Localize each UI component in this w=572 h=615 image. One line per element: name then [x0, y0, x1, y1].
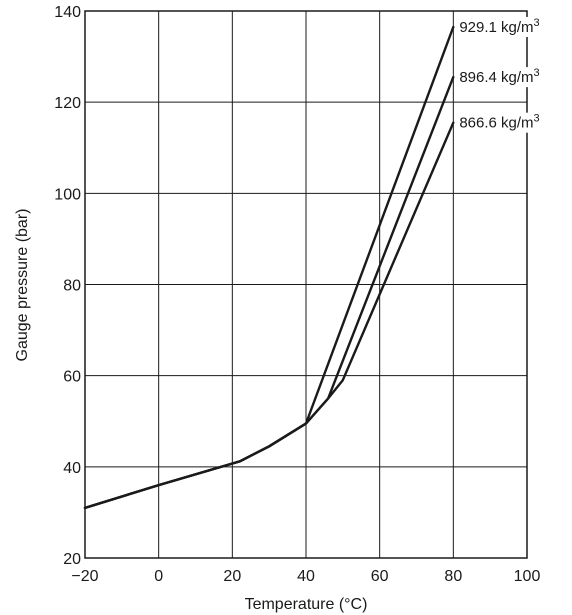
- y-tick-label: 80: [63, 278, 81, 295]
- series-label-layer: 929.1 kg/m3 896.4 kg/m3 866.6 kg/m3: [457, 16, 554, 133]
- series-label-1: 929.1 kg/m3: [459, 17, 539, 36]
- y-tick-label: 120: [54, 95, 81, 112]
- x-tick-label: −20: [71, 568, 98, 585]
- series-line-2: [83, 75, 455, 510]
- x-tick-label: 40: [297, 568, 315, 585]
- series-label-background: [457, 16, 554, 37]
- series-line-3: [83, 121, 455, 510]
- x-axis-title: Temperature (°C): [245, 596, 368, 613]
- series-layer: [83, 25, 455, 510]
- grid: [85, 11, 527, 558]
- x-tick-label: 0: [154, 568, 163, 585]
- y-tick-label: 60: [63, 369, 81, 386]
- series-label-background: [457, 112, 554, 133]
- plot-frame: [84, 10, 528, 559]
- y-tick-label: 40: [63, 460, 81, 477]
- y-axis-title: Gauge pressure (bar): [14, 209, 31, 362]
- tick-labels: −20 0 20 40 60 80 100 20 40 60 80 100 120 140: [54, 4, 540, 585]
- x-tick-label: 20: [223, 568, 241, 585]
- x-tick-label: 60: [371, 568, 389, 585]
- x-tick-label: 100: [514, 568, 541, 585]
- series-label-2: 896.4 kg/m3: [459, 67, 539, 86]
- series-label-3: 866.6 kg/m3: [459, 113, 539, 132]
- series-line-1: [83, 25, 455, 510]
- y-tick-label: 140: [54, 4, 81, 21]
- y-tick-label: 20: [63, 551, 81, 568]
- series-label-background: [457, 67, 554, 88]
- y-tick-label: 100: [54, 186, 81, 203]
- x-tick-label: 80: [444, 568, 462, 585]
